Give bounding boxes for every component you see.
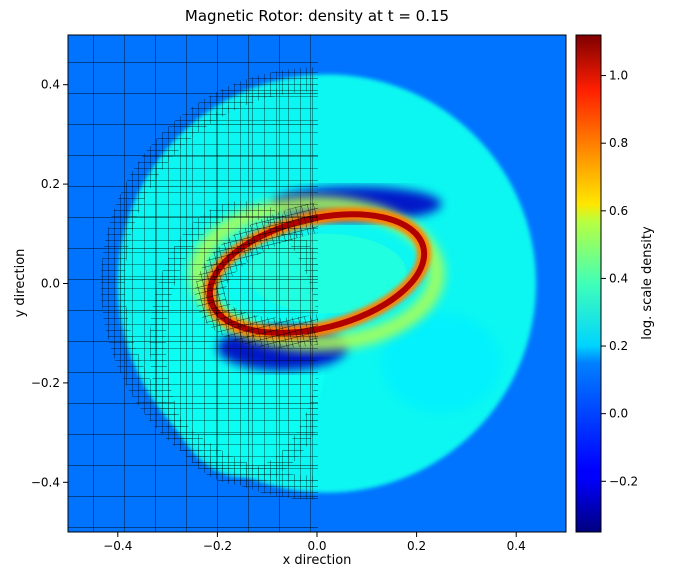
x-tick-label: 0.0: [307, 539, 326, 553]
amr-mesh-overlay: [68, 35, 318, 532]
colorbar-tick-label: 0.0: [609, 407, 628, 421]
y-tick-label: 0.0: [41, 277, 60, 291]
y-tick-label: 0.4: [41, 78, 60, 92]
y-axis-ticks: −0.4 −0.2 0.0 0.2 0.4: [31, 78, 68, 489]
colorbar-ticks: −0.2 0.0 0.2 0.4 0.6 0.8 1.0: [601, 69, 638, 488]
y-tick-label: −0.2: [31, 376, 60, 390]
colorbar-tick-label: 0.6: [609, 204, 628, 218]
colorbar-label: log. scale density: [640, 226, 655, 340]
colorbar: [575, 34, 602, 533]
x-tick-label: −0.2: [203, 539, 232, 553]
x-tick-label: −0.4: [103, 539, 132, 553]
x-tick-label: 0.4: [507, 539, 526, 553]
y-axis-label: y direction: [13, 249, 28, 318]
mesh-fine-shell: [100, 67, 318, 500]
x-axis-ticks: −0.4 −0.2 0.0 0.2 0.4: [103, 532, 526, 553]
mesh-fine-ring: [194, 199, 318, 348]
colorbar-tick-label: 1.0: [609, 69, 628, 83]
x-tick-label: 0.2: [407, 539, 426, 553]
colorbar-tick-label: 0.4: [609, 271, 628, 285]
colorbar-tick-label: 0.8: [609, 136, 628, 150]
y-tick-label: 0.2: [41, 177, 60, 191]
chart-title: Magnetic Rotor: density at t = 0.15: [185, 7, 449, 25]
colorbar-tick-label: 0.2: [609, 339, 628, 353]
shell-tail: [381, 313, 502, 413]
colorbar-tick-label: −0.2: [609, 474, 638, 488]
mesh-fine-lobe: [149, 200, 318, 486]
x-axis-label: x direction: [283, 553, 352, 568]
y-tick-label: −0.4: [31, 475, 60, 489]
